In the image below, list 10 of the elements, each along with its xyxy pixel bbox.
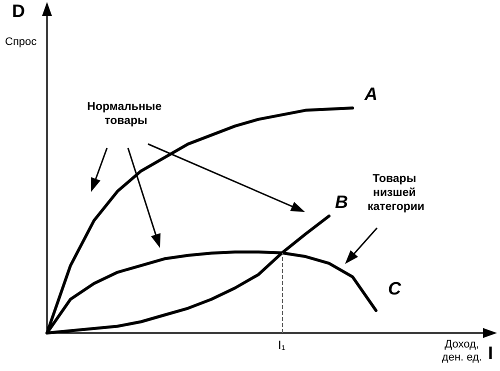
y-axis-title: D bbox=[12, 1, 25, 21]
text: I₁ bbox=[278, 338, 286, 352]
series-label: B bbox=[335, 192, 348, 212]
text: Спрос bbox=[5, 36, 38, 48]
series-label: C bbox=[388, 278, 402, 299]
text: Доход, ден. ед. bbox=[442, 338, 482, 364]
annotation: Нормальные товары bbox=[87, 101, 165, 127]
series-label: A bbox=[364, 84, 378, 104]
annotation: Товары низшей категории bbox=[367, 173, 425, 213]
text: I bbox=[488, 343, 494, 363]
